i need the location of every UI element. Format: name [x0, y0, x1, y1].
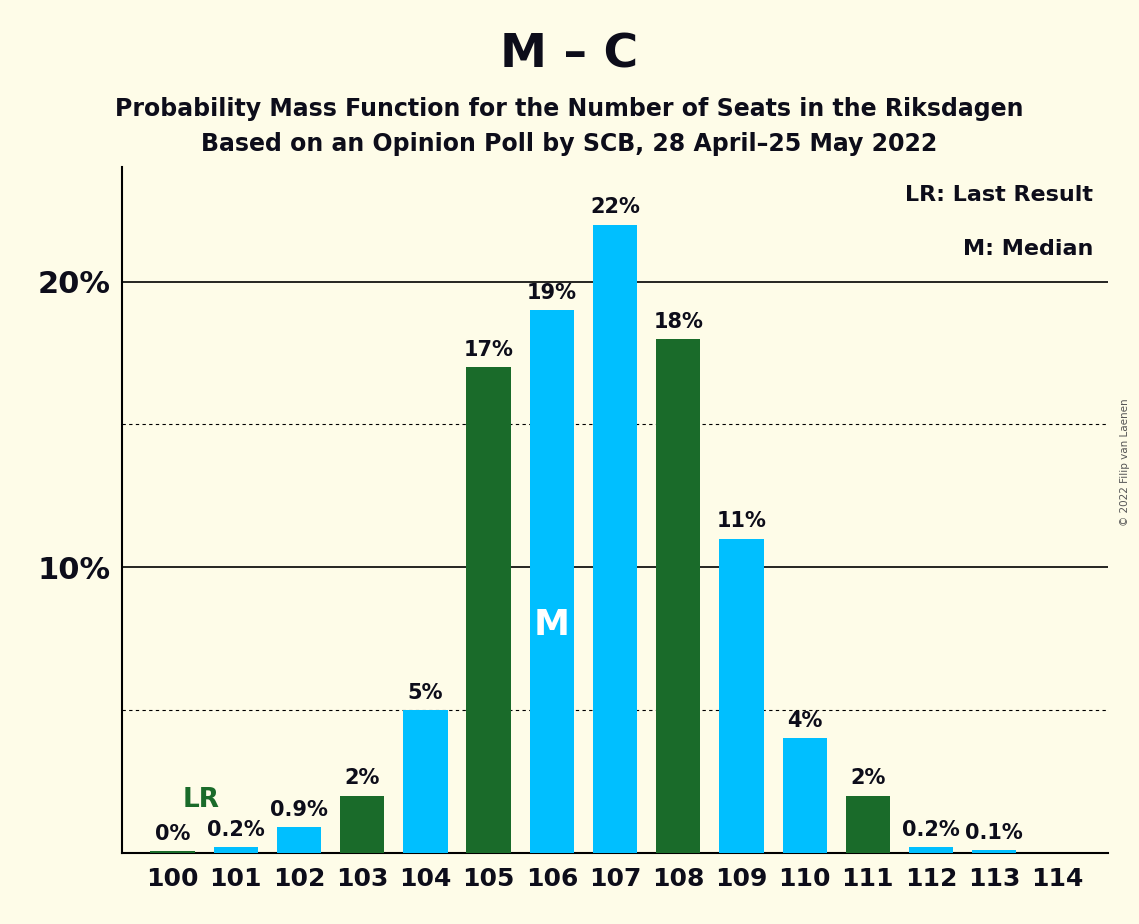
Text: © 2022 Filip van Laenen: © 2022 Filip van Laenen [1121, 398, 1130, 526]
Text: 18%: 18% [654, 311, 703, 332]
Text: Based on an Opinion Poll by SCB, 28 April–25 May 2022: Based on an Opinion Poll by SCB, 28 Apri… [202, 132, 937, 156]
Text: 22%: 22% [590, 198, 640, 217]
Text: M – C: M – C [500, 32, 639, 78]
Text: 0.9%: 0.9% [270, 800, 328, 820]
Text: 2%: 2% [344, 769, 380, 788]
Bar [214, 847, 257, 853]
Bar [150, 851, 195, 853]
Bar [782, 738, 827, 853]
Text: 17%: 17% [464, 340, 514, 360]
Text: M: Median: M: Median [962, 239, 1093, 260]
Bar [973, 850, 1016, 853]
Text: M: M [534, 608, 570, 642]
Text: Probability Mass Function for the Number of Seats in the Riksdagen: Probability Mass Function for the Number… [115, 97, 1024, 121]
Text: 4%: 4% [787, 711, 822, 731]
Text: 11%: 11% [716, 512, 767, 531]
Bar [909, 847, 953, 853]
Text: 2%: 2% [850, 769, 885, 788]
Bar [593, 225, 637, 853]
Text: LR: LR [182, 786, 220, 813]
Bar [277, 827, 321, 853]
Bar [656, 339, 700, 853]
Text: 0.2%: 0.2% [902, 820, 960, 840]
Bar [846, 796, 890, 853]
Text: LR: Last Result: LR: Last Result [906, 185, 1093, 204]
Bar [341, 796, 384, 853]
Text: 19%: 19% [527, 283, 576, 303]
Text: 5%: 5% [408, 683, 443, 703]
Text: 0.1%: 0.1% [966, 822, 1023, 843]
Bar [530, 310, 574, 853]
Bar [403, 710, 448, 853]
Text: 0%: 0% [155, 824, 190, 844]
Bar [720, 539, 763, 853]
Bar [467, 368, 510, 853]
Text: 0.2%: 0.2% [207, 820, 264, 840]
